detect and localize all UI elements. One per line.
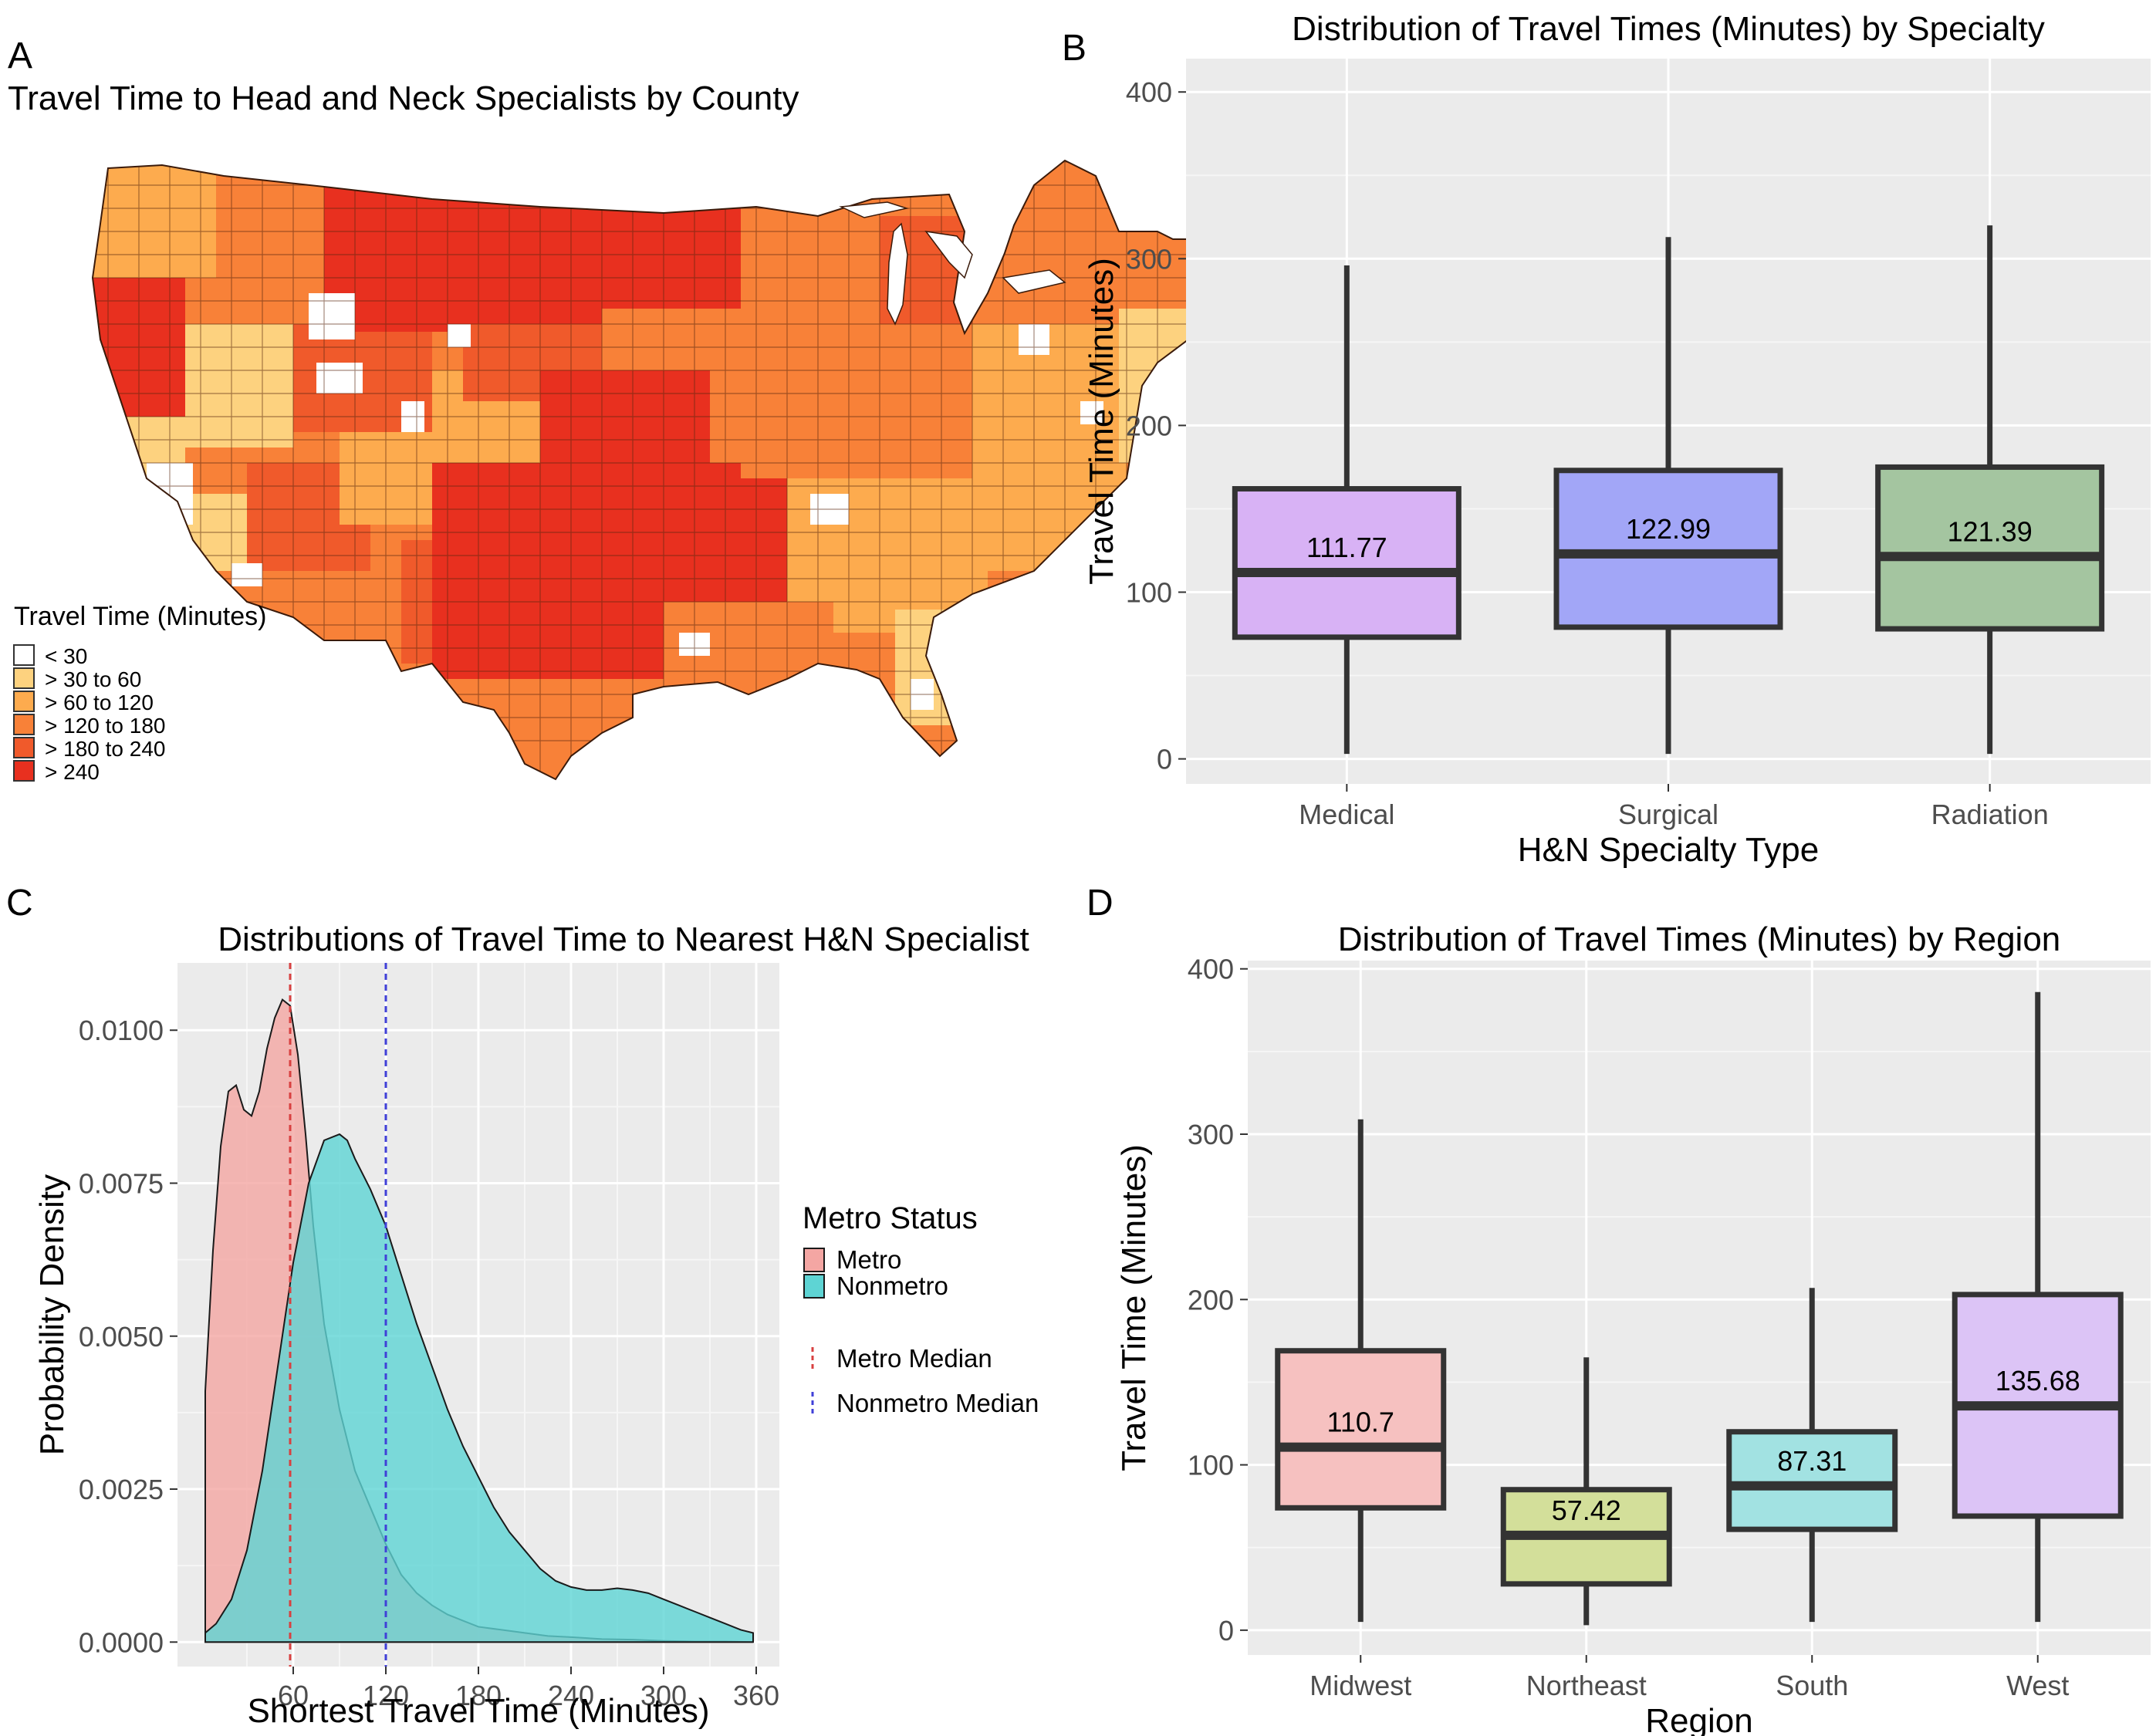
y-tick-label: 0.0075: [79, 1167, 164, 1199]
panel-d: D Distribution of Travel Times (Minutes)…: [1086, 883, 2151, 1736]
y-tick-label: 400: [1126, 76, 1172, 108]
legend-c-label: Metro: [836, 1245, 901, 1274]
x-axis-label: H&N Specialty Type: [1518, 831, 1819, 869]
y-tick-label: 400: [1188, 954, 1234, 985]
legend-a-swatch: [13, 760, 35, 782]
panel-a-legend: Travel Time (Minutes) < 30 > 30 to 60 > …: [13, 602, 266, 784]
panel-a-letter: A: [8, 35, 32, 76]
legend-a-item: > 120 to 180: [13, 714, 165, 738]
y-tick-label: 200: [1126, 410, 1172, 441]
box-medical: [1232, 486, 1462, 640]
x-tick-label: 240: [548, 1680, 594, 1711]
chart-d: Distribution of Travel Times (Minutes) b…: [1115, 920, 2151, 1736]
us-county-map: [91, 122, 1329, 781]
panel-d-letter: D: [1086, 883, 1113, 924]
median-label: 110.7: [1327, 1407, 1394, 1438]
legend-c-label: Nonmetro Median: [836, 1389, 1039, 1417]
legend-a-item: > 60 to 120: [13, 691, 154, 714]
x-tick-label: 360: [733, 1680, 779, 1711]
y-axis-label: Probability Density: [33, 1174, 71, 1455]
box-surgical: [1553, 468, 1783, 630]
median-label: 122.99: [1626, 513, 1711, 545]
y-tick-label: 200: [1188, 1284, 1234, 1316]
y-axis-label: Travel Time (Minutes): [1115, 1144, 1153, 1471]
box-south: [1726, 1429, 1898, 1532]
chart-b: Distribution of Travel Times (Minutes) b…: [1083, 10, 2151, 869]
x-tick-label: 60: [278, 1680, 309, 1711]
us-outline: [91, 122, 1329, 781]
x-tick-label: Midwest: [1309, 1670, 1411, 1701]
x-tick-label: West: [2006, 1670, 2069, 1701]
median-label: 111.77: [1306, 532, 1387, 563]
x-tick-label: 300: [640, 1680, 687, 1711]
panel-b: B Distribution of Travel Times (Minutes)…: [1062, 10, 2151, 869]
panel-a-title: Travel Time to Head and Neck Specialists…: [8, 79, 799, 117]
y-axis-label: Travel Time (Minutes): [1083, 258, 1120, 585]
legend-c-swatch: [803, 1274, 825, 1299]
great-lakes: [839, 201, 1066, 326]
panel-c: C Distributions of Travel Time to Neares…: [6, 883, 1039, 1730]
y-tick-label: 300: [1188, 1119, 1234, 1150]
legend-a-swatch: [13, 644, 35, 666]
county-fills: [93, 123, 1327, 779]
panel-b-letter: B: [1062, 28, 1086, 69]
chart-title: Distribution of Travel Times (Minutes) b…: [1338, 920, 2061, 958]
legend-a-item: < 30: [13, 644, 87, 668]
median-label: 87.31: [1777, 1445, 1847, 1477]
legend-c-label: Nonmetro: [836, 1272, 948, 1300]
legend-a-swatch: [13, 691, 35, 712]
legend-a-item: > 30 to 60: [13, 667, 141, 691]
chart-c: Distributions of Travel Time to Nearest …: [33, 920, 1039, 1730]
x-tick-label: South: [1776, 1670, 1848, 1701]
legend-a-swatch: [13, 667, 35, 689]
chart-title: Distributions of Travel Time to Nearest …: [218, 920, 1029, 958]
chart-title: Distribution of Travel Times (Minutes) b…: [1292, 10, 2045, 48]
y-tick-label: 0: [1157, 744, 1172, 775]
legend-c-swatch: [803, 1248, 825, 1272]
y-tick-label: 100: [1188, 1450, 1234, 1481]
legend-c-title: Metro Status: [803, 1201, 978, 1235]
legend-a-item: > 180 to 240: [13, 737, 165, 761]
density-nonmetro: [204, 1133, 754, 1643]
panel-c-letter: C: [6, 883, 33, 924]
y-tick-label: 0.0100: [79, 1015, 164, 1046]
legend-a-item: > 240: [13, 760, 100, 784]
median-label: 121.39: [1948, 515, 2033, 547]
legend-a-label: > 240: [45, 760, 100, 784]
legend-a-swatch: [13, 714, 35, 735]
y-tick-label: 300: [1126, 243, 1172, 275]
x-tick-label: 120: [363, 1680, 409, 1711]
y-tick-label: 0.0000: [79, 1626, 164, 1658]
x-tick-label: Medical: [1299, 799, 1394, 830]
legend-c-label: Metro Median: [836, 1344, 992, 1373]
x-tick-label: 180: [455, 1680, 502, 1711]
y-tick-label: 0: [1218, 1615, 1234, 1646]
legend-a-title: Travel Time (Minutes): [14, 602, 266, 631]
y-tick-label: 100: [1126, 576, 1172, 608]
legend-a-swatch: [13, 737, 35, 758]
y-tick-label: 0.0050: [79, 1321, 164, 1353]
y-tick-label: 0.0025: [79, 1474, 164, 1505]
x-tick-label: Surgical: [1618, 799, 1718, 830]
legend-a-label: > 30 to 60: [45, 667, 141, 691]
x-axis-label: Shortest Travel Time (Minutes): [247, 1692, 709, 1730]
legend-a-label: < 30: [45, 644, 87, 668]
legend-a-label: > 120 to 180: [45, 714, 165, 738]
median-label: 57.42: [1552, 1495, 1621, 1526]
legend-a-label: > 180 to 240: [45, 737, 165, 761]
box-midwest: [1275, 1348, 1447, 1511]
median-label: 135.68: [1995, 1365, 2080, 1397]
x-tick-label: Northeast: [1526, 1670, 1647, 1701]
legend-a-label: > 60 to 120: [45, 691, 154, 714]
x-tick-label: Radiation: [1931, 799, 2049, 830]
x-axis-label: Region: [1645, 1702, 1752, 1736]
box-radiation: [1875, 464, 2105, 632]
